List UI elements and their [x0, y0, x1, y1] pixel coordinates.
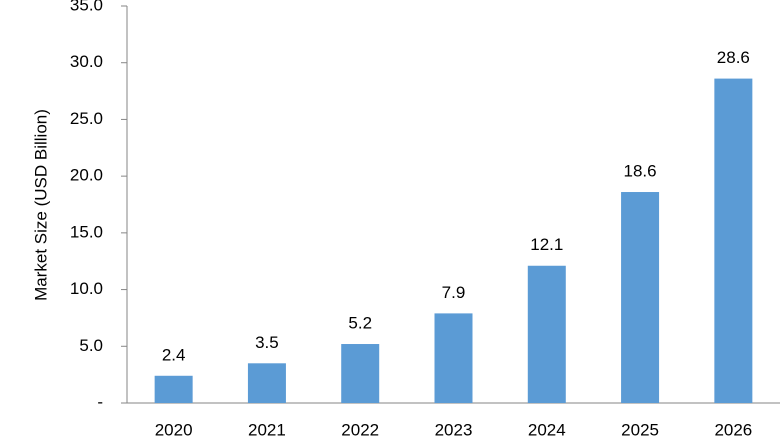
bar	[341, 344, 380, 403]
y-tick-label: 35.0	[70, 0, 103, 14]
value-label: 12.1	[530, 235, 563, 254]
x-tick-label: 2024	[528, 420, 566, 439]
y-axis-label: Market Size (USD Billion)	[31, 109, 50, 301]
x-tick-label: 2021	[248, 420, 286, 439]
bar	[247, 363, 286, 403]
value-label: 18.6	[624, 162, 657, 181]
bar	[621, 192, 660, 403]
x-tick-label: 2020	[155, 420, 193, 439]
value-label: 28.6	[717, 48, 750, 67]
y-tick-label: -	[97, 392, 103, 411]
x-tick-label: 2026	[714, 420, 752, 439]
bar	[434, 313, 473, 403]
y-tick-label: 15.0	[70, 222, 103, 241]
y-tick-label: 10.0	[70, 279, 103, 298]
y-tick-label: 30.0	[70, 52, 103, 71]
value-label: 2.4	[162, 345, 186, 364]
y-tick-label: 25.0	[70, 109, 103, 128]
y-tick-label: 20.0	[70, 166, 103, 185]
x-tick-label: 2025	[621, 420, 659, 439]
bar	[154, 375, 193, 403]
y-tick-label: 5.0	[79, 336, 103, 355]
x-tick-label: 2023	[435, 420, 473, 439]
value-label: 5.2	[348, 314, 372, 333]
value-label: 3.5	[255, 333, 279, 352]
x-tick-label: 2022	[341, 420, 379, 439]
value-label: 7.9	[442, 283, 466, 302]
bar	[714, 78, 753, 403]
bar	[527, 265, 566, 403]
